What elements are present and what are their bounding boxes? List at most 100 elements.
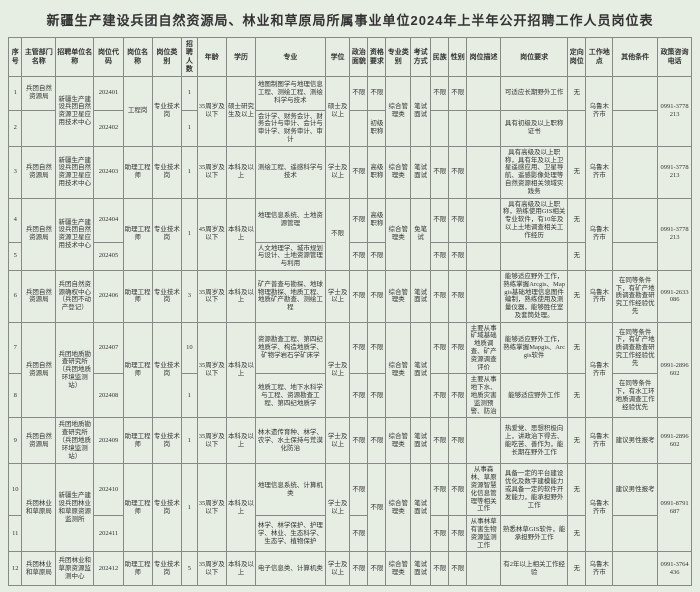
cell-code: 202412 [94, 552, 123, 586]
cell-major: 林学、林学保护、护理学、林业、生态科学、生态学、植物保护 [256, 516, 326, 552]
col-header: 性别 [449, 38, 467, 77]
cell-sex: 不限 [449, 146, 467, 198]
cell-desc [467, 418, 501, 464]
cell-pol: 不限 [350, 464, 368, 516]
col-header: 定向岗位 [568, 38, 586, 77]
cell-pname: 助理工程师 [123, 270, 152, 322]
page-container: 新疆生产建设兵团自然资源局、林业和草原局所属事业单位2024年上半年公开招聘工作… [0, 0, 700, 592]
cell-loc: 乌鲁木齐市 [586, 418, 613, 464]
cell-degree: 学士及以上 [325, 270, 350, 322]
cell-other [613, 198, 658, 242]
cell-unit: 兵团自然资源确权中心（兵团不动产登记） [56, 270, 94, 322]
cell-degree: 硕士及以上 [325, 76, 350, 146]
col-header: 岗位类别 [152, 38, 181, 77]
cell-qual: 初级职称 [368, 110, 386, 146]
cell-pname: 助理工程师 [123, 418, 152, 464]
cell-seq: 11 [9, 516, 22, 552]
cell-major: 电子信息类、计算机类 [256, 552, 326, 586]
cell-req: 具有高级及以上职称，具有年及以上卫星遥感应用、卫星导航、遥感影像处理等自然资源相… [500, 146, 567, 198]
cell-req: 热爱党、思想积极向上，讲政治下得去、能吃苦、善作为，能长期在野外工作 [500, 418, 567, 464]
cell-seq: 7 [9, 322, 22, 374]
cell-pol: 不限 [350, 322, 368, 374]
cell-code: 202410 [94, 464, 123, 516]
cell-dir: 无 [568, 552, 586, 586]
cell-req: 具有初级及以上职称证书 [500, 110, 567, 146]
cell-dir: 无 [568, 374, 586, 418]
col-header: 其他条件 [613, 38, 658, 77]
cell-edu: 本科及以上 [226, 464, 255, 552]
cell-dir [568, 110, 586, 146]
cell-qual: 不限 [368, 552, 386, 586]
cell-ptype: 专业技术岗 [152, 552, 181, 586]
cell-pcat: 综合管理类 [386, 76, 411, 146]
cell-seq: 9 [9, 418, 22, 464]
cell-pname: 助理工程师 [123, 146, 152, 198]
cell-pname: 助理工程师 [123, 464, 152, 552]
cell-code: 202408 [94, 374, 123, 418]
cell-code: 202409 [94, 418, 123, 464]
cell-major: 矿产普查与勘探、地球物理勘探、地质工程、地质矿产勘查、测绘工程 [256, 270, 326, 322]
cell-eth: 不限 [431, 242, 449, 270]
cell-exam: 笔试面试 [411, 76, 431, 146]
cell-other [613, 242, 658, 270]
cell-code: 202403 [94, 146, 123, 198]
cell-other: 在同等条件下，有水工环地质调查工作经验优先 [613, 374, 658, 418]
cell-dir: 无 [568, 146, 586, 198]
cell-req: 具备一定的平台建设优化及数字建模能力或具备一定的软件开发能力，能承担野外工作 [500, 464, 567, 516]
table-row: 3兵团自然资源局新疆生产建设兵团自然资源卫星应用技术中心202403助理工程师专… [9, 146, 692, 198]
col-header: 专业 [256, 38, 326, 77]
cell-dept: 兵团自然资源局 [22, 270, 56, 322]
cell-sex: 不限 [449, 516, 467, 552]
cell-age: 35周岁及以下 [197, 552, 226, 586]
cell-dir: 无 [568, 242, 586, 270]
col-header: 主管部门名称 [22, 38, 56, 77]
cell-qual: 不限 [368, 464, 386, 552]
cell-loc: 乌鲁木齐市 [586, 146, 613, 198]
cell-edu: 本科及以上 [226, 270, 255, 322]
table-row: 7兵团自然资源局兵团地质勘查研究所（兵团地质环境监测站）202407助理工程师专… [9, 322, 692, 374]
col-header: 序号 [9, 38, 22, 77]
cell-major: 林木遗传育种、林学、农学、水土保持与荒漠化防治 [256, 418, 326, 464]
table-body: 1兵团自然资源局新疆生产建设兵团自然资源卫星应用技术中心202401工程岗专业技… [9, 76, 692, 586]
cell-dept: 兵团自然资源局 [22, 322, 56, 418]
col-header: 民族 [431, 38, 449, 77]
cell-pcat: 综合管理类 [386, 146, 411, 198]
cell-other [613, 110, 658, 146]
cell-eth: 不限 [431, 464, 449, 516]
cell-desc [467, 76, 501, 110]
cell-edu: 本科及以上 [226, 198, 255, 270]
cell-desc [467, 552, 501, 586]
col-header: 学历 [226, 38, 255, 77]
cell-phone: 0991-2633086 [658, 270, 692, 322]
cell-other: 建议男性报考 [613, 464, 658, 516]
cell-sex: 不限 [449, 418, 467, 464]
col-header: 岗位要求 [500, 38, 567, 77]
cell-pol: 不限 [350, 242, 368, 270]
cell-pol: 不限 [350, 552, 368, 586]
cell-phone: 0991-2896602 [658, 322, 692, 418]
cell-exam: 笔试面试 [411, 552, 431, 586]
cell-pol: 不限 [350, 516, 368, 552]
cell-code: 202407 [94, 322, 123, 374]
cell-desc: 从事森林、草原资源智慧化信息管理等相关工作 [467, 464, 501, 516]
cell-other: 在同等条件下，有矿产地质调查勘查研究工作经验优先 [613, 270, 658, 322]
cell-qual: 不限 [368, 242, 386, 270]
cell-eth: 不限 [431, 76, 449, 110]
cell-age: 45周岁及以下 [197, 198, 226, 270]
cell-dept: 兵团自然资源局 [22, 146, 56, 198]
cell-dept: 兵团林业和草原局 [22, 464, 56, 552]
cell-eth: 不限 [431, 516, 449, 552]
cell-dir: 无 [568, 418, 586, 464]
cell-sex: 不限 [449, 374, 467, 418]
cell-age: 35周岁及以下 [197, 146, 226, 198]
cell-desc: 主要从事矿域基础地质调查、矿产资源调查评价 [467, 322, 501, 374]
cell-pcat: 综合管理类 [386, 270, 411, 322]
cell-degree: 学士及以上 [325, 552, 350, 586]
cell-num: 1 [181, 418, 197, 464]
cell-desc: 从事林草有害生物资源监测工作 [467, 516, 501, 552]
cell-num: 3 [181, 270, 197, 322]
cell-other [613, 552, 658, 586]
cell-major: 地质工程、地下水科学与工程、资源勘查工程、第四纪地质学 [256, 374, 326, 418]
cell-dir: 无 [568, 76, 586, 110]
cell-req: 能够适应野外工作 [500, 374, 567, 418]
